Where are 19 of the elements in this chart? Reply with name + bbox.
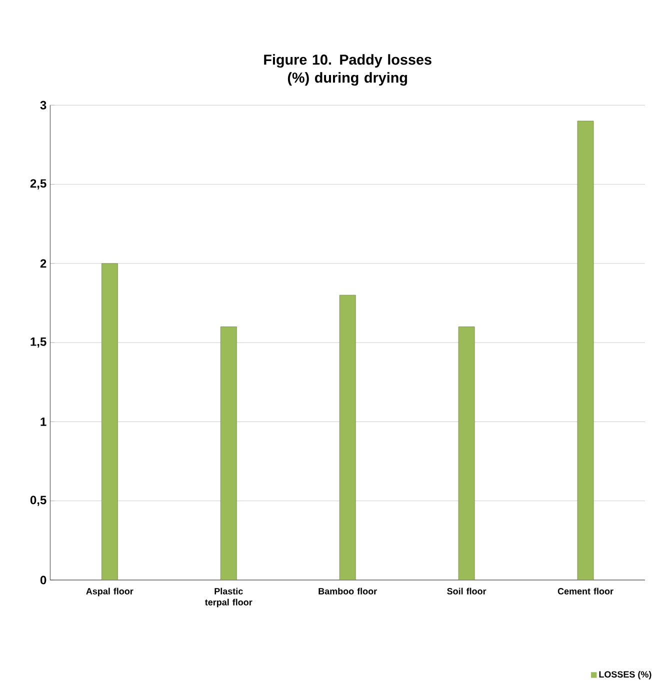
y-tick-label: 2,5	[30, 179, 46, 190]
x-tick-label: Soil floor	[446, 588, 486, 594]
chart-title: Figure 10. Paddy losses (%) during drying	[264, 54, 432, 86]
bar	[220, 326, 237, 580]
bar	[101, 263, 118, 580]
bar	[577, 120, 594, 580]
y-tick-label: 0,5	[30, 496, 46, 506]
x-tick-label: Cement floor	[558, 588, 614, 594]
bar	[339, 294, 356, 580]
x-tick-label: Bamboo floor	[318, 588, 377, 594]
y-tick-label: 1,5	[30, 338, 46, 348]
x-tick-label: Plastic terpal floor	[204, 588, 252, 608]
y-tick-label: 1	[40, 418, 46, 426]
y-tick-label: 3	[40, 100, 46, 110]
y-tick-label: 0	[40, 576, 46, 584]
legend-label: LOSSES (%)	[599, 670, 652, 680]
x-tick-label: Aspal floor	[86, 588, 134, 596]
y-tick-label: 2	[40, 259, 46, 268]
bar	[458, 326, 475, 580]
